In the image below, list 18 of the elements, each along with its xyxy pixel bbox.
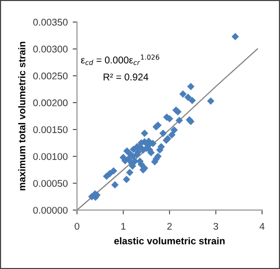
line-series <box>77 48 258 210</box>
x-axis-title: elastic volumetric strain <box>114 237 225 244</box>
annotation: R² = 0.924 <box>104 74 148 80</box>
y-tick-label: 0.00250 <box>33 72 68 80</box>
x-tick-label: 4 <box>260 222 264 230</box>
y-tick-label: 0.00150 <box>33 126 68 134</box>
y-tick-label: 0.00100 <box>33 153 68 160</box>
y-tick-label: 0.00000 <box>33 206 68 214</box>
y-tick-label: 0.00300 <box>33 46 68 53</box>
x-tick-label: 0 <box>74 222 80 230</box>
x-tick-label: 1 <box>121 222 126 230</box>
x-tick-label: 2 <box>167 222 172 230</box>
annotation: ε$_{cd}$ = 0.000ε$_{cr}$$^{1.026}$ <box>81 54 160 66</box>
y-tick-label: 0.00350 <box>33 18 68 26</box>
y-axis-title: maximum total volumetric strain <box>18 42 26 190</box>
y-tick-label: 0.00050 <box>33 180 68 187</box>
y-tick-label: 0.00200 <box>33 99 68 106</box>
x-tick-label: 3 <box>213 222 218 230</box>
